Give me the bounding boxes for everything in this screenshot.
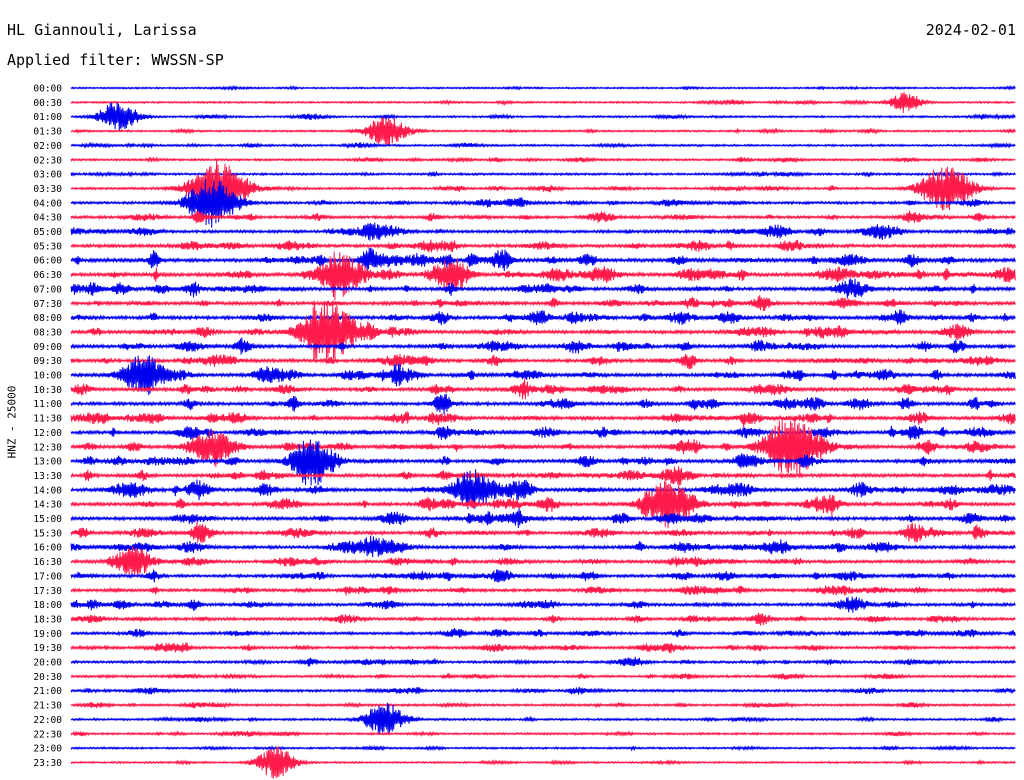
trace-1130 bbox=[70, 411, 1016, 428]
row-label-0530: 05:30 bbox=[33, 241, 62, 252]
trace-0530 bbox=[70, 239, 1016, 253]
trace-1500 bbox=[70, 508, 1016, 529]
trace-0700 bbox=[70, 278, 1016, 299]
row-label-0730: 07:30 bbox=[33, 299, 62, 310]
trace-0930 bbox=[70, 353, 1016, 370]
row-label-0600: 06:00 bbox=[33, 256, 62, 267]
row-label-2100: 21:00 bbox=[33, 686, 62, 697]
trace-0430 bbox=[70, 210, 1016, 224]
row-label-2330: 23:30 bbox=[33, 758, 62, 769]
trace-1830 bbox=[70, 612, 1016, 626]
row-label-1400: 14:00 bbox=[33, 485, 62, 496]
row-label-1230: 12:30 bbox=[33, 442, 62, 453]
row-label-0400: 04:00 bbox=[33, 198, 62, 209]
trace-2330 bbox=[70, 746, 1016, 779]
row-label-2130: 21:30 bbox=[33, 701, 62, 712]
trace-2230 bbox=[70, 730, 1016, 738]
trace-1400 bbox=[70, 469, 1016, 510]
trace-1200 bbox=[70, 425, 1016, 440]
row-label-0630: 06:30 bbox=[33, 270, 62, 281]
row-label-1600: 16:00 bbox=[33, 543, 62, 554]
trace-1430 bbox=[70, 480, 1016, 529]
trace-1330 bbox=[70, 466, 1016, 486]
trace-2200 bbox=[70, 702, 1016, 735]
row-label-2200: 22:00 bbox=[33, 715, 62, 726]
trace-2300 bbox=[70, 744, 1016, 752]
date-label: 2024-02-01 bbox=[925, 21, 1016, 39]
row-label-1630: 16:30 bbox=[33, 557, 62, 568]
row-label-1900: 19:00 bbox=[33, 629, 62, 640]
row-label-0830: 08:30 bbox=[33, 327, 62, 338]
row-label-0300: 03:00 bbox=[33, 170, 62, 181]
trace-0300 bbox=[70, 170, 1016, 178]
row-label-1330: 13:30 bbox=[33, 471, 62, 482]
row-label-1130: 11:30 bbox=[33, 414, 62, 425]
trace-0830 bbox=[70, 302, 1016, 361]
trace-0230 bbox=[70, 156, 1016, 164]
row-label-1830: 18:30 bbox=[33, 614, 62, 625]
row-label-1300: 13:00 bbox=[33, 457, 62, 468]
row-label-0330: 03:30 bbox=[33, 184, 62, 195]
row-label-0200: 02:00 bbox=[33, 141, 62, 152]
trace-1300 bbox=[70, 439, 1016, 486]
trace-1100 bbox=[70, 393, 1016, 415]
trace-1930 bbox=[70, 642, 1016, 654]
row-label-1700: 17:00 bbox=[33, 571, 62, 582]
row-label-1800: 18:00 bbox=[33, 600, 62, 611]
row-label-0000: 00:00 bbox=[33, 84, 62, 95]
row-label-1200: 12:00 bbox=[33, 428, 62, 439]
row-label-1100: 11:00 bbox=[33, 399, 62, 410]
trace-1600 bbox=[70, 535, 1016, 558]
trace-1700 bbox=[70, 569, 1016, 583]
trace-1630 bbox=[70, 546, 1016, 578]
row-label-0430: 04:30 bbox=[33, 213, 62, 224]
trace-0500 bbox=[70, 222, 1016, 241]
filter-label: Applied filter: WWSSN-SP bbox=[7, 51, 224, 69]
trace-1800 bbox=[70, 596, 1016, 613]
row-label-0900: 09:00 bbox=[33, 342, 62, 353]
row-label-1530: 15:30 bbox=[33, 528, 62, 539]
row-label-2000: 20:00 bbox=[33, 658, 62, 669]
row-label-1500: 15:00 bbox=[33, 514, 62, 525]
row-label-0500: 05:00 bbox=[33, 227, 62, 238]
trace-2130 bbox=[70, 701, 1016, 709]
row-label-1430: 14:30 bbox=[33, 500, 62, 511]
trace-0630 bbox=[70, 251, 1016, 301]
row-label-0030: 00:30 bbox=[33, 98, 62, 109]
trace-0000 bbox=[70, 84, 1016, 92]
row-label-0130: 01:30 bbox=[33, 127, 62, 138]
trace-0130 bbox=[70, 117, 1016, 146]
row-label-0930: 09:30 bbox=[33, 356, 62, 367]
trace-0400 bbox=[70, 179, 1016, 228]
trace-1900 bbox=[70, 628, 1016, 638]
row-label-0800: 08:00 bbox=[33, 313, 62, 324]
trace-0030 bbox=[70, 91, 1016, 113]
trace-2100 bbox=[70, 686, 1016, 695]
row-label-2230: 22:30 bbox=[33, 729, 62, 740]
row-label-1030: 10:30 bbox=[33, 385, 62, 396]
trace-0730 bbox=[70, 295, 1016, 312]
station-title: HL Giannouli, Larissa bbox=[7, 21, 197, 39]
row-label-1000: 10:00 bbox=[33, 371, 62, 382]
trace-1730 bbox=[70, 585, 1016, 596]
trace-0100 bbox=[70, 102, 1016, 131]
trace-0600 bbox=[70, 247, 1016, 272]
trace-0900 bbox=[70, 337, 1016, 355]
trace-1030 bbox=[70, 379, 1016, 400]
trace-1000 bbox=[70, 355, 1016, 396]
trace-2030 bbox=[70, 672, 1016, 680]
row-label-2030: 20:30 bbox=[33, 672, 62, 683]
row-label-1730: 17:30 bbox=[33, 586, 62, 597]
row-label-0230: 02:30 bbox=[33, 155, 62, 166]
trace-1530 bbox=[70, 522, 1016, 543]
trace-0800 bbox=[70, 309, 1016, 326]
row-label-2300: 23:00 bbox=[33, 744, 62, 755]
row-label-1930: 19:30 bbox=[33, 643, 62, 654]
trace-0200 bbox=[70, 141, 1016, 150]
trace-2000 bbox=[70, 656, 1016, 667]
trace-1230 bbox=[70, 418, 1016, 476]
row-label-0700: 07:00 bbox=[33, 284, 62, 295]
row-label-0100: 01:00 bbox=[33, 112, 62, 123]
